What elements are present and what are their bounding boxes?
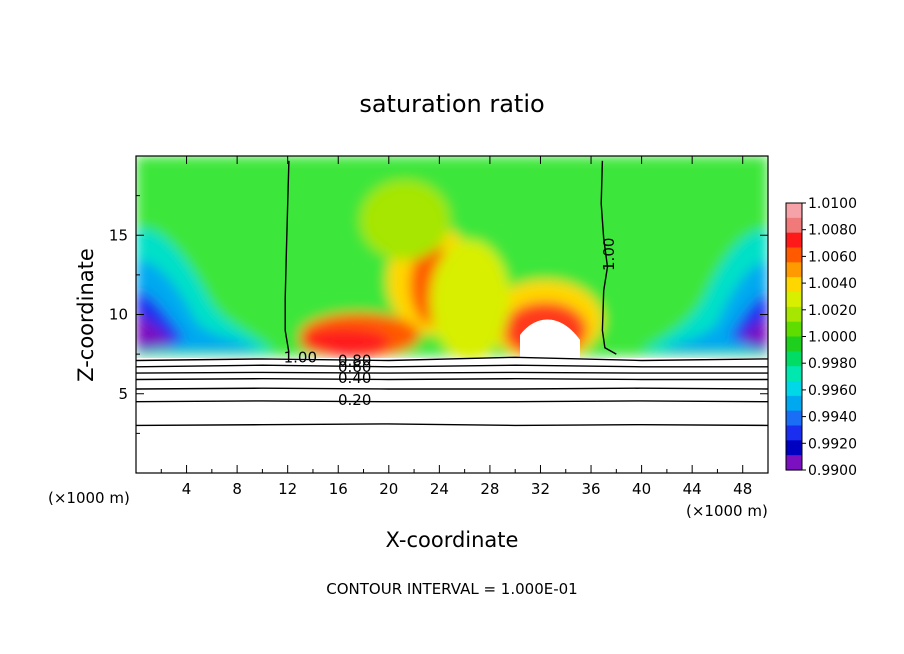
colorbar-label: 1.0100 bbox=[808, 196, 857, 212]
x-axis-label: X-coordinate bbox=[386, 528, 519, 552]
colorbar-label: 1.0000 bbox=[808, 330, 857, 346]
contour-label: 0.80 bbox=[338, 351, 371, 369]
chart-title: saturation ratio bbox=[359, 90, 544, 118]
contour-line-0-40 bbox=[136, 377, 768, 381]
contour-labels: 1.00 1.00 0.800.600.40 0.20 bbox=[284, 238, 618, 410]
colorbar-swatch bbox=[786, 232, 802, 249]
colorbar-swatch bbox=[786, 425, 802, 441]
colorbar-swatch bbox=[786, 217, 802, 234]
colorbar-swatch bbox=[786, 410, 802, 427]
colorbar-swatch bbox=[786, 262, 802, 278]
contour-line-1-00 bbox=[600, 160, 617, 355]
contour-label: 1.00 bbox=[284, 348, 317, 366]
x-unit-right: (×1000 m) bbox=[686, 502, 768, 520]
y-axis: 5 10 15 bbox=[109, 195, 768, 434]
x-tick-label: 24 bbox=[430, 480, 449, 498]
colorbar-label: 1.0060 bbox=[808, 249, 857, 265]
contour-label: 0.60 bbox=[338, 358, 371, 376]
y-tick-label: 15 bbox=[109, 226, 128, 244]
x-tick-label: 20 bbox=[379, 480, 398, 498]
heatmap-field bbox=[136, 156, 768, 473]
contour-label: 0.40 bbox=[338, 369, 371, 387]
contour-line-0-20 bbox=[136, 400, 768, 403]
x-tick-label: 32 bbox=[531, 480, 550, 498]
contour-line-0-30 bbox=[136, 387, 768, 390]
colorbar-label: 0.9900 bbox=[808, 463, 857, 479]
colorbar-swatch bbox=[786, 203, 802, 219]
contour-label: 1.00 bbox=[600, 238, 618, 271]
colorbar-label: 0.9980 bbox=[808, 356, 857, 372]
colorbar-label: 1.0020 bbox=[808, 303, 857, 319]
colorbar-swatch bbox=[786, 351, 802, 367]
x-tick-label: 12 bbox=[278, 480, 297, 498]
colorbar-label: 1.0080 bbox=[808, 223, 857, 239]
x-unit-left: (×1000 m) bbox=[48, 489, 130, 507]
x-tick-label: 4 bbox=[182, 480, 192, 498]
colorbar: 1.0100 1.0080 1.0060 1.0040 1.0020 1.0000 0.99… bbox=[785, 196, 857, 479]
colorbar-label: 1.0040 bbox=[808, 276, 857, 292]
x-axis: 4 8 12 16 20 24 28 32 36 40 44 48 bbox=[160, 156, 752, 498]
colorbar-label: 0.9940 bbox=[808, 410, 857, 426]
colorbar-swatch bbox=[786, 366, 802, 382]
x-tick-label: 36 bbox=[581, 480, 600, 498]
contour-interval-note: CONTOUR INTERVAL = 1.000E-01 bbox=[326, 580, 577, 598]
colorbar-swatch bbox=[786, 336, 802, 352]
x-tick-label: 16 bbox=[329, 480, 348, 498]
contour-label: 0.20 bbox=[338, 391, 371, 409]
contour-lines bbox=[136, 160, 768, 427]
contour-line-1-00 bbox=[284, 160, 290, 353]
y-tick-label: 10 bbox=[109, 306, 128, 324]
contour-line-0-80 bbox=[136, 356, 768, 362]
x-tick-label: 8 bbox=[232, 480, 242, 498]
colorbar-swatch bbox=[786, 381, 802, 397]
colorbar-label: 0.9920 bbox=[808, 436, 857, 452]
colorbar-swatch bbox=[786, 247, 802, 263]
x-tick-label: 48 bbox=[733, 480, 752, 498]
colorbar-swatch bbox=[786, 321, 802, 338]
x-tick-label: 40 bbox=[632, 480, 651, 498]
y-axis-label: Z-coordinate bbox=[74, 248, 98, 382]
x-tick-label: 44 bbox=[683, 480, 702, 498]
colorbar-swatch bbox=[786, 292, 802, 308]
colorbar-swatch bbox=[786, 440, 802, 456]
colorbar-swatch bbox=[786, 395, 802, 412]
colorbar-label: 0.9960 bbox=[808, 383, 857, 399]
colorbar-swatch bbox=[786, 455, 802, 471]
contour-line-0-10 bbox=[136, 423, 768, 427]
colorbar-swatch bbox=[786, 277, 802, 293]
y-tick-label: 5 bbox=[118, 385, 128, 403]
colorbar-swatch bbox=[786, 306, 802, 323]
x-tick-label: 28 bbox=[480, 480, 499, 498]
contour-line-0-50 bbox=[136, 371, 768, 374]
contour-line-0-60 bbox=[136, 364, 768, 368]
